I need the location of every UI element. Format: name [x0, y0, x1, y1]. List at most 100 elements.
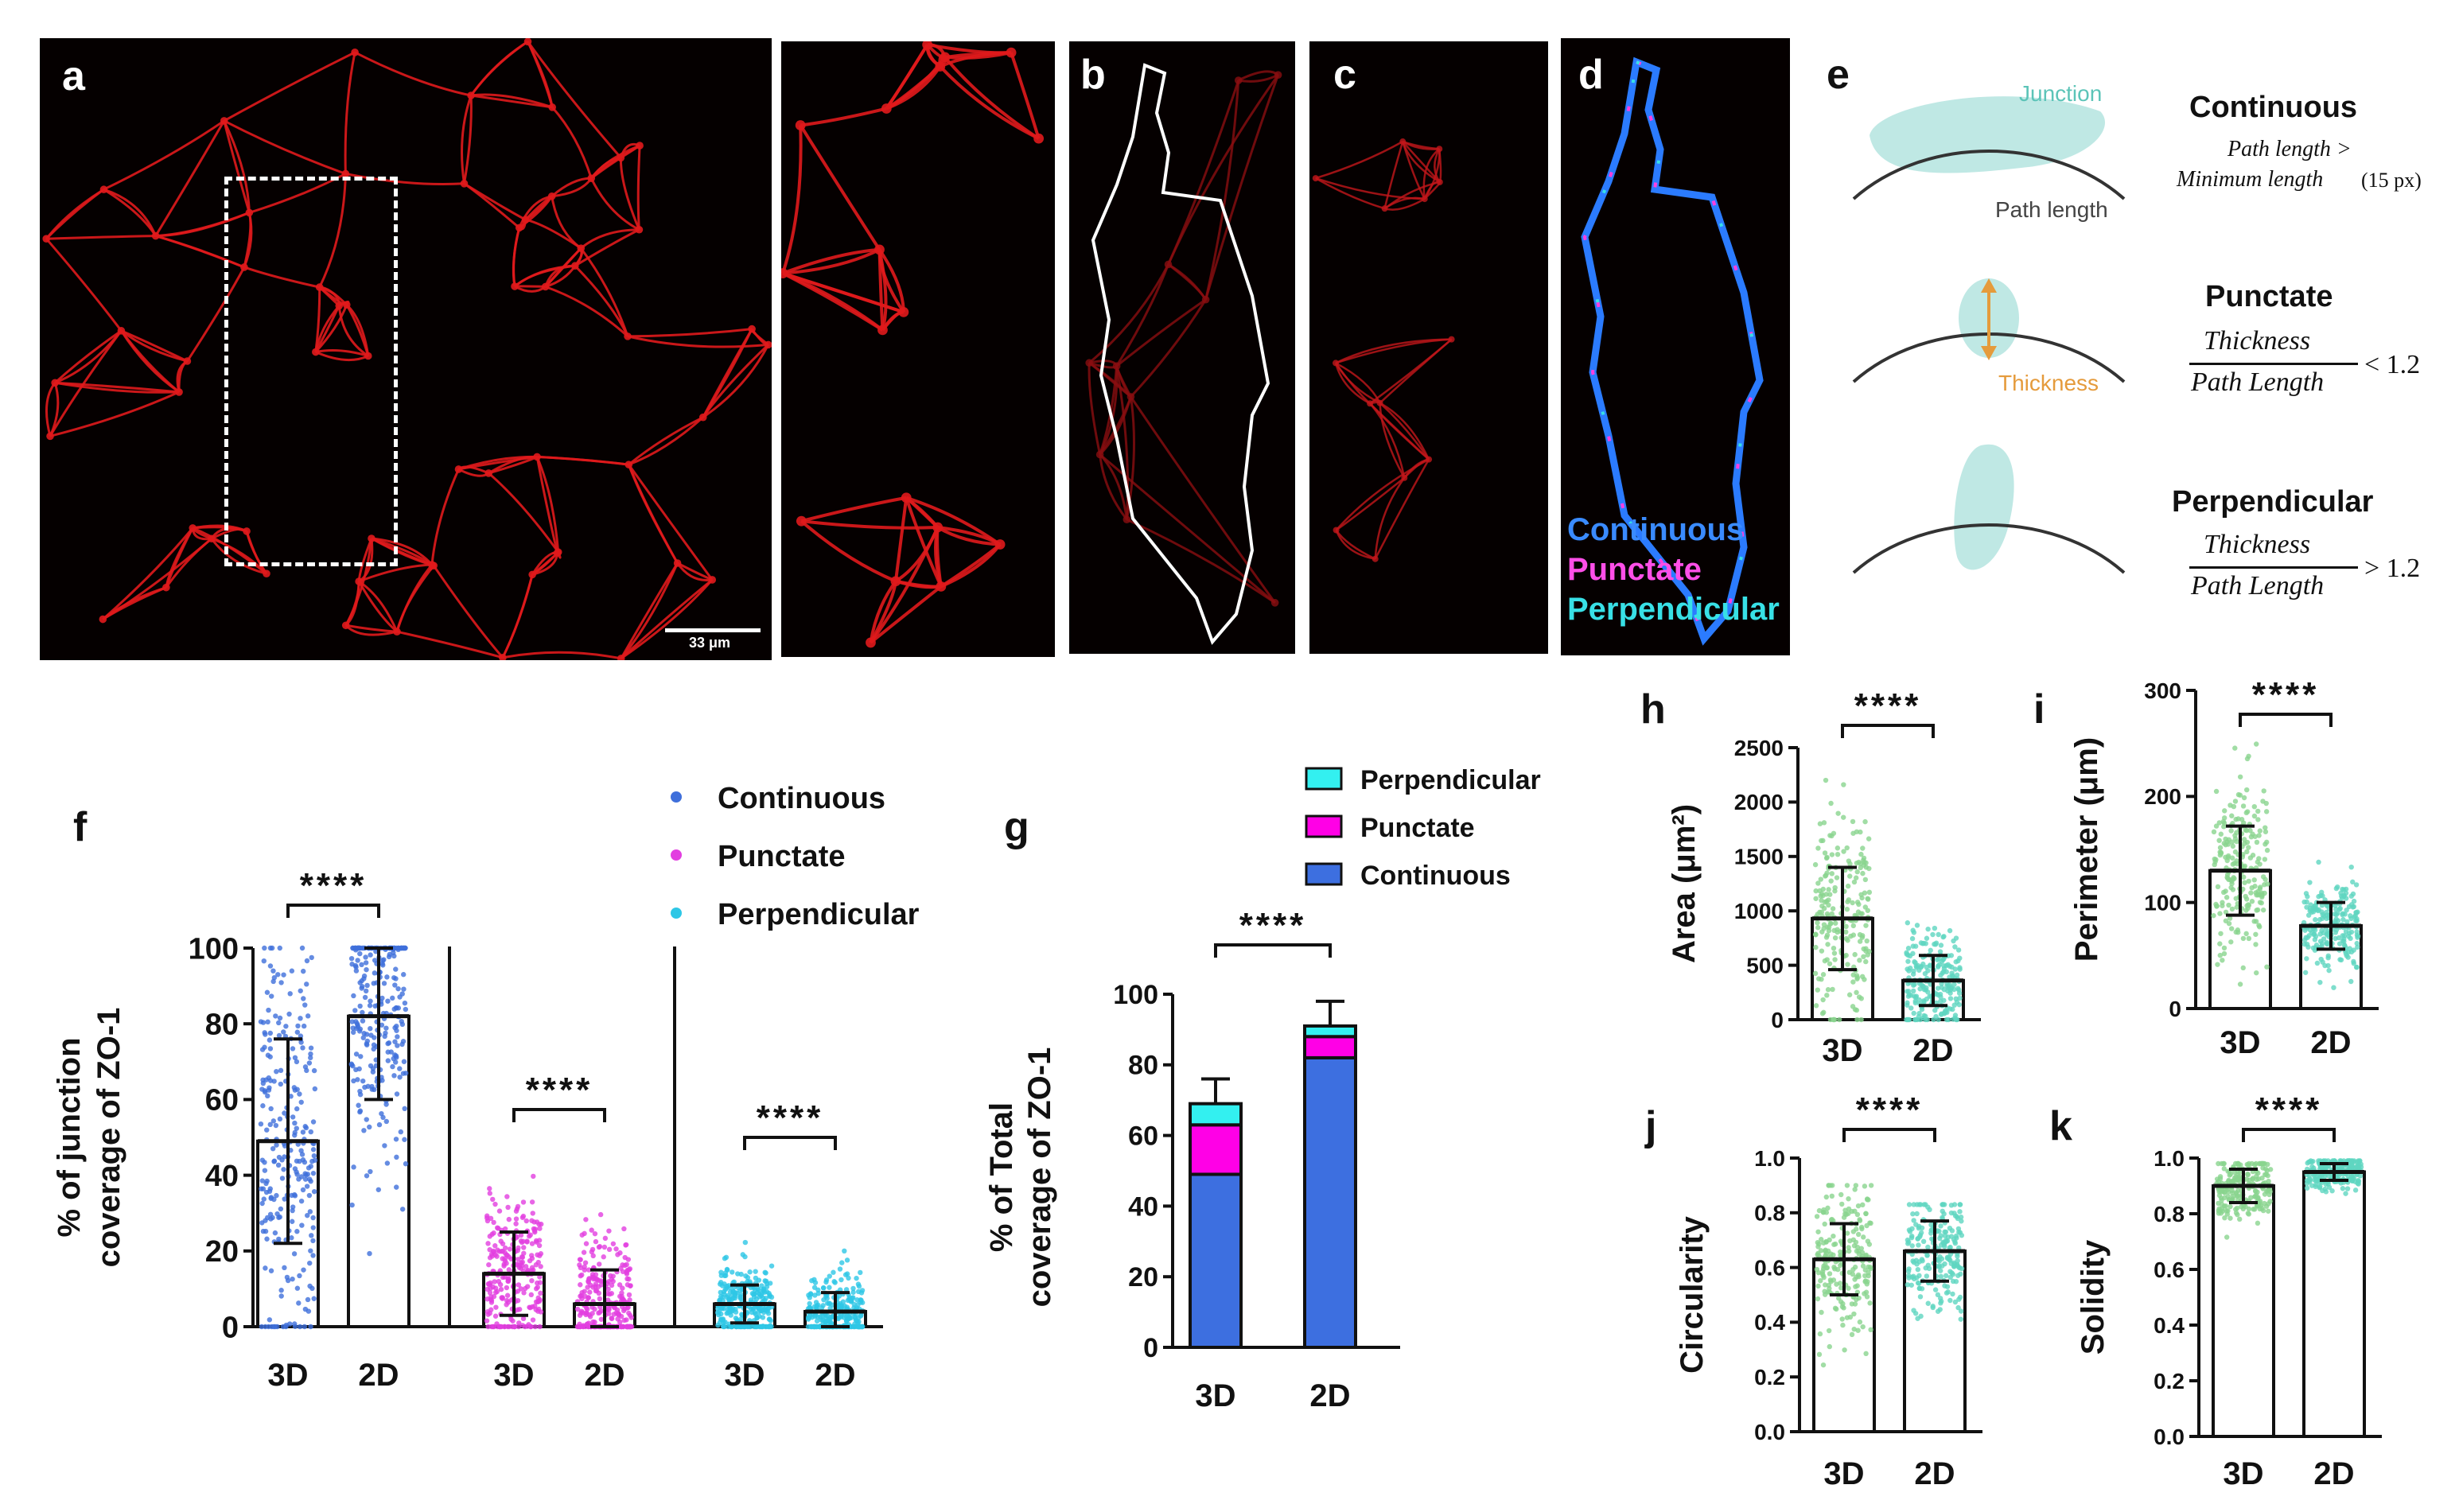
f-continuous-3D-point — [281, 972, 286, 978]
junction-line — [1369, 338, 1453, 405]
panel-h-y-tick-label: 1500 — [1734, 845, 1784, 869]
f-continuous-2D-point — [363, 954, 368, 960]
f-continuous-3D-point — [302, 1323, 308, 1330]
f-continuous-2D-point — [348, 1061, 355, 1067]
panel-letter-a: a — [62, 53, 85, 99]
g-bar-perpendicular-3D — [1189, 1102, 1243, 1127]
panel-h-3D-point — [1835, 929, 1840, 935]
junction-line — [877, 249, 885, 331]
panel-i-3D-point — [2213, 788, 2220, 795]
panel-h-2D-point — [1951, 981, 1957, 987]
panel-j-3D-point — [1854, 1211, 1861, 1218]
panel-h-3D-point — [1866, 889, 1873, 896]
panel-h-3D-point — [1843, 952, 1849, 958]
panel-j-3D-point — [1823, 1282, 1828, 1288]
panel-j-3D-point — [1849, 1331, 1855, 1338]
panel-j-2D-point — [1938, 1273, 1944, 1280]
f-category-label: 3D — [724, 1358, 765, 1393]
panel-i-3D-point — [2231, 875, 2236, 880]
panel-i-2D-point — [2316, 894, 2321, 900]
panel-k-2D-point — [2313, 1184, 2318, 1190]
f-continuous-3D-point — [260, 1077, 266, 1083]
panel-h-2D-point — [1935, 985, 1941, 991]
panel-h-2D-point — [1905, 1002, 1910, 1008]
panel-h-3D-point — [1854, 974, 1861, 981]
panel-h-2D-point — [1912, 1016, 1918, 1023]
panel-h-2D-point — [1931, 1016, 1936, 1023]
panel-h-2D-point — [1915, 962, 1921, 969]
panel-k-3D-point — [2243, 1176, 2250, 1182]
f-continuous-2D-point — [403, 1161, 409, 1167]
panel-b-image — [1069, 41, 1295, 654]
f-continuous-3D-point — [301, 996, 306, 1001]
f-continuous-3D-point — [278, 1081, 283, 1087]
junction-line — [470, 94, 553, 109]
panel-h-3D-point — [1824, 993, 1830, 998]
f-punctate-3D-point — [487, 1290, 493, 1296]
panel-h-2D-point — [1938, 943, 1944, 948]
e-continuous-rule-1: Path length > — [2227, 137, 2352, 161]
panel-j-3D-point — [1831, 1264, 1837, 1270]
panel-i-3D-point — [2250, 853, 2256, 858]
f-punctate-3D-point — [537, 1226, 543, 1231]
f-perpendicular-3D-point — [722, 1256, 728, 1261]
f-punctate-3D-point — [521, 1245, 527, 1250]
panel-j-3D-point — [1853, 1183, 1859, 1188]
f-punctate-3D-point — [516, 1282, 522, 1288]
junction-line — [49, 329, 123, 437]
f-y-tick-label: 100 — [189, 932, 239, 966]
f-legend-label: Perpendicular — [718, 898, 920, 931]
panel-i-3D-point — [2235, 927, 2241, 933]
panel-h-3D-point — [1857, 939, 1863, 944]
f-punctate-3D-point — [506, 1277, 512, 1282]
junction-line — [800, 519, 897, 583]
junction-line — [155, 212, 250, 238]
f-punctate-3D-point — [516, 1320, 522, 1326]
f-punctate-3D-point — [505, 1204, 511, 1211]
f-punctate-3D-point — [521, 1250, 527, 1256]
f-punctate-2D-point — [597, 1211, 604, 1218]
f-punctate-2D-point — [586, 1320, 592, 1326]
panel-i-3D-point — [2231, 861, 2237, 866]
f-continuous-3D-point — [277, 1214, 282, 1220]
roi-dashed-box — [224, 177, 398, 566]
panel-i-3D-point — [2228, 926, 2235, 931]
panel-h-3D-point — [1819, 838, 1824, 844]
panel-k-3D-point — [2216, 1192, 2223, 1199]
panel-h-2D-point — [1938, 972, 1943, 978]
panel-h-3D-point — [1815, 987, 1820, 993]
panel-i-2D-point — [2306, 933, 2312, 939]
f-continuous-3D-point — [283, 1024, 289, 1029]
f-continuous-3D-point — [270, 968, 276, 974]
panel-i-3D-point — [2241, 874, 2247, 880]
f-punctate-2D-point — [585, 1306, 590, 1312]
panel-i-2D-point — [2326, 967, 2332, 974]
panel-i-3D-point — [2251, 803, 2258, 810]
panel-h-3D-point — [1852, 951, 1858, 958]
panel-h-3D-point — [1831, 945, 1837, 951]
panel-i-y-tick-label: 300 — [2144, 678, 2181, 703]
f-y-tick-label: 40 — [205, 1160, 239, 1193]
junction-line — [358, 580, 399, 632]
junction-line — [223, 120, 251, 213]
f-y-tick-label: 20 — [205, 1235, 239, 1269]
f-punctate-3D-point — [520, 1199, 527, 1205]
f-continuous-3D-point — [292, 1087, 298, 1093]
panel-i-2D-point — [2317, 931, 2323, 937]
panel-i-3D-point — [2244, 809, 2251, 814]
panel-j-3D-point — [1840, 1300, 1846, 1307]
junction-line — [905, 496, 1002, 546]
f-perpendicular-2D-point — [850, 1289, 856, 1295]
e-continuous-title: Continuous — [2189, 91, 2358, 124]
panel-h-3D-point — [1858, 1016, 1864, 1023]
junction-line — [1115, 298, 1207, 367]
panel-h-3D-point — [1830, 986, 1835, 993]
panel-i-3D-point — [2224, 857, 2230, 864]
panel-i-3D-point — [2237, 774, 2243, 779]
panel-i-2D-point — [2314, 960, 2321, 966]
junction-line — [525, 218, 582, 250]
panel-j-3D-point — [1846, 1285, 1851, 1291]
panel-h-3D-point — [1821, 820, 1827, 826]
panel-j-2D-point — [1905, 1239, 1912, 1245]
f-continuous-2D-point — [393, 1053, 399, 1059]
